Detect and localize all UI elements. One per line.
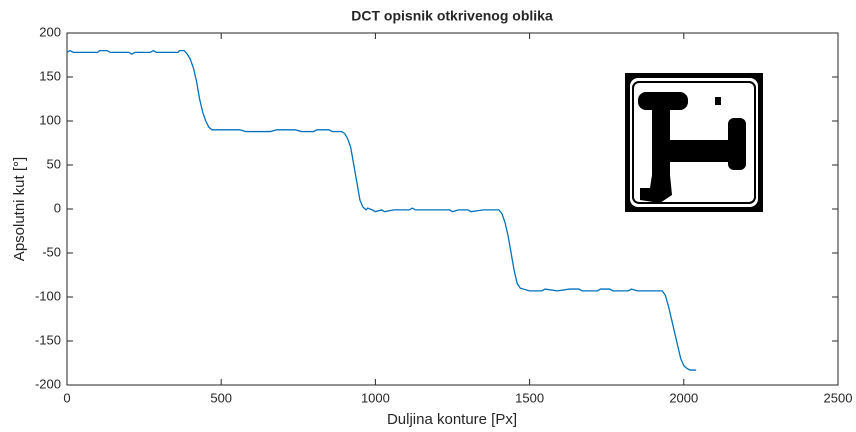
x-tick-label: 0 [63,390,70,405]
y-tick-label: 200 [39,24,61,39]
y-tick-label: 100 [39,112,61,127]
x-tick-label: 500 [210,390,232,405]
y-tick-label: -50 [42,244,61,259]
y-tick-label: -200 [35,376,61,391]
y-tick-label: 0 [54,200,61,215]
y-tick-label: 150 [39,68,61,83]
x-tick-label: 2000 [669,390,698,405]
y-axis-label: Apsolutni kut [°] [11,157,28,261]
y-tick-label: 50 [47,156,61,171]
chart: DCT opisnik otkrivenog oblika Duljina ko… [0,0,856,432]
x-tick-label: 1500 [515,390,544,405]
y-tick-label: -150 [35,332,61,347]
x-tick-label: 2500 [824,390,853,405]
chart-title: DCT opisnik otkrivenog oblika [351,8,553,24]
inset-image [625,73,763,212]
x-axis-label: Duljina konture [Px] [387,411,517,428]
x-tick-label: 1000 [361,390,390,405]
y-tick-label: -100 [35,288,61,303]
